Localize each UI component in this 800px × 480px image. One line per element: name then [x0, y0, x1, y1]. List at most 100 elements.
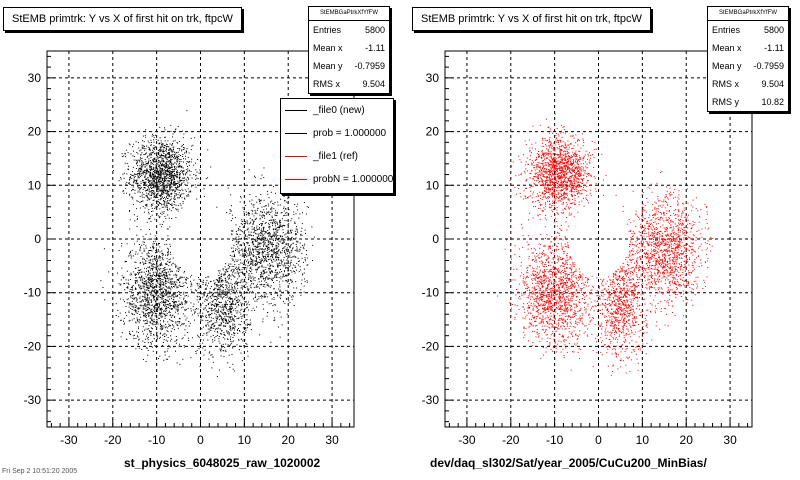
- scatter-point: [227, 310, 229, 312]
- scatter-point: [164, 284, 166, 286]
- scatter-point: [249, 251, 251, 252]
- scatter-point: [250, 251, 252, 253]
- scatter-point: [166, 243, 168, 245]
- scatter-point: [170, 251, 171, 253]
- scatter-point: [170, 130, 172, 132]
- scatter-point: [226, 322, 228, 324]
- scatter-point: [300, 230, 302, 232]
- scatter-point: [152, 350, 154, 352]
- scatter-point: [165, 289, 166, 291]
- scatter-point: [150, 249, 152, 251]
- scatter-point: [165, 285, 167, 287]
- scatter-point: [140, 304, 142, 306]
- scatter-point: [289, 294, 291, 296]
- scatter-point: [236, 243, 238, 245]
- scatter-point: [145, 247, 147, 249]
- scatter-point: [214, 282, 215, 284]
- scatter-point: [283, 265, 285, 267]
- scatter-point: [245, 267, 246, 269]
- scatter-point: [123, 283, 125, 285]
- scatter-point: [221, 330, 223, 332]
- scatter-point: [287, 268, 289, 270]
- scatter-point: [135, 179, 137, 181]
- scatter-point: [266, 284, 268, 286]
- scatter-point: [176, 182, 178, 184]
- scatter-point: [157, 173, 159, 175]
- scatter-point: [216, 297, 218, 299]
- scatter-point: [168, 311, 170, 313]
- scatter-point: [152, 279, 154, 281]
- scatter-point: [177, 309, 179, 311]
- scatter-point: [171, 176, 173, 178]
- scatter-point: [236, 249, 238, 251]
- scatter-point: [152, 312, 154, 314]
- scatter-point: [140, 280, 142, 282]
- scatter-point: [279, 204, 281, 206]
- scatter-point: [140, 154, 142, 156]
- scatter-point: [137, 336, 139, 338]
- scatter-point: [252, 238, 254, 240]
- scatter-point: [169, 346, 171, 348]
- scatter-point: [155, 310, 157, 312]
- scatter-point: [165, 148, 167, 150]
- scatter-point: [129, 333, 131, 335]
- scatter-point: [169, 305, 171, 307]
- scatter-point: [193, 279, 195, 281]
- scatter-point: [140, 168, 142, 170]
- scatter-point: [155, 340, 157, 342]
- scatter-point: [263, 296, 265, 298]
- scatter-point: [232, 238, 234, 240]
- scatter-point: [205, 282, 207, 284]
- scatter-point: [258, 266, 260, 268]
- scatter-point: [223, 311, 225, 313]
- scatter-point: [177, 148, 179, 149]
- scatter-point: [217, 304, 219, 306]
- scatter-point: [306, 254, 308, 256]
- scatter-point: [294, 250, 296, 251]
- scatter-point: [143, 171, 145, 173]
- scatter-point: [140, 186, 142, 188]
- scatter-point: [277, 238, 279, 240]
- scatter-point: [278, 239, 280, 241]
- scatter-point: [222, 325, 224, 327]
- scatter-point: [153, 309, 155, 311]
- scatter-point: [223, 332, 225, 334]
- scatter-point: [213, 292, 215, 294]
- scatter-point: [219, 306, 221, 308]
- scatter-point: [174, 263, 176, 265]
- scatter-point: [248, 304, 250, 306]
- scatter-point: [188, 169, 190, 171]
- scatter-point: [147, 140, 149, 142]
- scatter-point: [251, 239, 253, 241]
- scatter-point: [281, 224, 283, 226]
- scatter-point: [156, 251, 158, 253]
- scatter-point: [173, 196, 175, 198]
- scatter-point: [165, 326, 167, 328]
- scatter-point: [148, 297, 150, 299]
- scatter-point: [155, 168, 157, 170]
- scatter-point: [208, 307, 210, 309]
- scatter-point: [171, 316, 173, 318]
- scatter-point: [272, 250, 274, 252]
- scatter-point: [147, 269, 149, 271]
- scatter-point: [255, 285, 257, 287]
- scatter-point: [150, 278, 151, 280]
- scatter-point: [155, 285, 157, 287]
- scatter-point: [132, 155, 134, 157]
- scatter-point: [130, 177, 131, 179]
- scatter-point: [159, 149, 160, 151]
- scatter-point: [234, 264, 236, 265]
- scatter-point: [152, 203, 154, 205]
- scatter-point: [220, 328, 222, 330]
- scatter-point: [164, 196, 165, 198]
- scatter-point: [273, 229, 275, 231]
- scatter-point: [151, 211, 152, 212]
- scatter-point: [156, 259, 158, 261]
- scatter-point: [159, 302, 161, 304]
- scatter-point: [193, 174, 195, 175]
- scatter-point: [207, 297, 209, 299]
- scatter-point: [152, 271, 154, 273]
- scatter-point: [277, 223, 279, 225]
- scatter-point: [272, 225, 274, 227]
- scatter-point: [157, 149, 159, 151]
